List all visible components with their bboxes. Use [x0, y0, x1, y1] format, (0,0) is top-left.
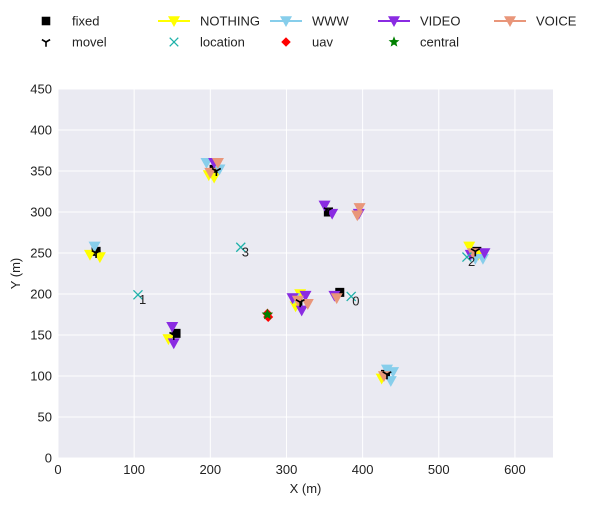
nothing-marker [93, 252, 106, 264]
location-label: 2 [468, 254, 475, 269]
legend-item-video: VIDEO [378, 14, 460, 29]
x-tick-label: 200 [199, 462, 221, 477]
y-tick-label: 50 [38, 410, 52, 425]
x-axis-label: X (m) [290, 481, 322, 496]
nothing-marker [463, 241, 476, 253]
series-central [261, 308, 274, 320]
legend-label: VIDEO [420, 14, 460, 29]
legend-central-marker [388, 36, 400, 47]
legend-label: NOTHING [200, 14, 260, 29]
video-marker [299, 290, 312, 302]
movel-marker [91, 249, 101, 258]
nothing-marker [83, 249, 96, 261]
legend-item-nothing: NOTHING [158, 14, 260, 29]
location-marker [346, 291, 357, 302]
y-tick-label: 100 [30, 369, 52, 384]
legend-item-central: central [388, 35, 459, 50]
voice-marker [211, 158, 224, 169]
www-marker [387, 367, 400, 378]
legend-label: central [420, 35, 459, 50]
video-marker [326, 208, 339, 220]
grid [57, 88, 553, 459]
www-marker [88, 241, 101, 253]
voice-marker [330, 293, 343, 305]
y-tick-label: 350 [30, 164, 52, 179]
location-label: 1 [139, 292, 146, 307]
series-movel [91, 167, 481, 380]
plot-area [58, 89, 553, 458]
www-marker [384, 376, 397, 387]
y-tick-label: 0 [45, 451, 52, 466]
y-axis-label: Y (m) [8, 258, 23, 290]
movel-marker [382, 371, 392, 380]
www-marker [476, 253, 489, 265]
location-marker [235, 242, 246, 253]
movel-marker [323, 207, 334, 216]
fixed-marker [91, 246, 101, 256]
video-marker [167, 338, 180, 350]
legend-fixed-marker [41, 16, 51, 26]
fixed-marker [335, 287, 345, 297]
y-tick-label: 200 [30, 287, 52, 302]
legend-item-movel: movel [41, 35, 107, 50]
video-marker [166, 322, 179, 333]
video-marker [295, 305, 308, 317]
voice-marker [301, 299, 314, 310]
x-tick-label: 600 [504, 462, 526, 477]
legend-item-www: WWW [270, 14, 350, 29]
video-marker [478, 248, 491, 259]
y-tick-label: 250 [30, 246, 52, 261]
legend-label: VOICE [536, 14, 577, 29]
legend-label: location [200, 35, 245, 50]
legend-label: WWW [312, 14, 350, 29]
x-tick-label: 400 [352, 462, 374, 477]
legend-uav-marker [281, 37, 291, 47]
data-series [83, 158, 491, 387]
voice-marker [204, 167, 217, 179]
y-tick-label: 450 [30, 82, 52, 97]
annotations: 1 3 0 2 [139, 244, 475, 308]
nothing-marker [162, 334, 175, 346]
movel-marker [295, 299, 305, 308]
location-marker [133, 289, 143, 300]
series-location [133, 242, 472, 302]
voice-marker [351, 210, 364, 222]
legend-item-voice: VOICE [494, 14, 577, 29]
legend-label: movel [72, 35, 107, 50]
movel-marker [169, 331, 179, 340]
legend-item-location: location [169, 35, 245, 50]
movel-marker [470, 248, 481, 257]
x-tick-label: 0 [54, 462, 61, 477]
location-marker [461, 252, 472, 263]
location-label: 0 [352, 293, 359, 308]
axis-ticks: 0 100 200 300 400 500 600 0 50 100 150 200 250 300 350… [30, 82, 525, 478]
video-marker [318, 200, 331, 212]
y-tick-label: 150 [30, 328, 52, 343]
x-tick-label: 300 [276, 462, 298, 477]
www-marker [200, 158, 213, 169]
y-tick-label: 300 [30, 205, 52, 220]
legend-movel-marker [41, 38, 51, 47]
x-tick-label: 500 [428, 462, 450, 477]
legend-item-uav: uav [281, 35, 333, 50]
y-tick-label: 400 [30, 123, 52, 138]
legend-video-marker [388, 16, 400, 27]
legend-www-marker [280, 16, 292, 27]
movel-marker [211, 167, 222, 176]
voice-marker [353, 203, 366, 214]
legend: fixed NOTHING WWW VIDEO VOICE movel location ua… [41, 14, 577, 50]
legend-label: fixed [72, 14, 99, 29]
legend-nothing-marker [168, 16, 180, 27]
legend-label: uav [312, 35, 333, 50]
central-marker [261, 308, 274, 320]
location-label: 3 [242, 244, 249, 259]
legend-location-marker [169, 37, 179, 47]
x-tick-label: 100 [123, 462, 145, 477]
legend-item-fixed: fixed [41, 14, 99, 29]
legend-voice-marker [504, 16, 516, 27]
